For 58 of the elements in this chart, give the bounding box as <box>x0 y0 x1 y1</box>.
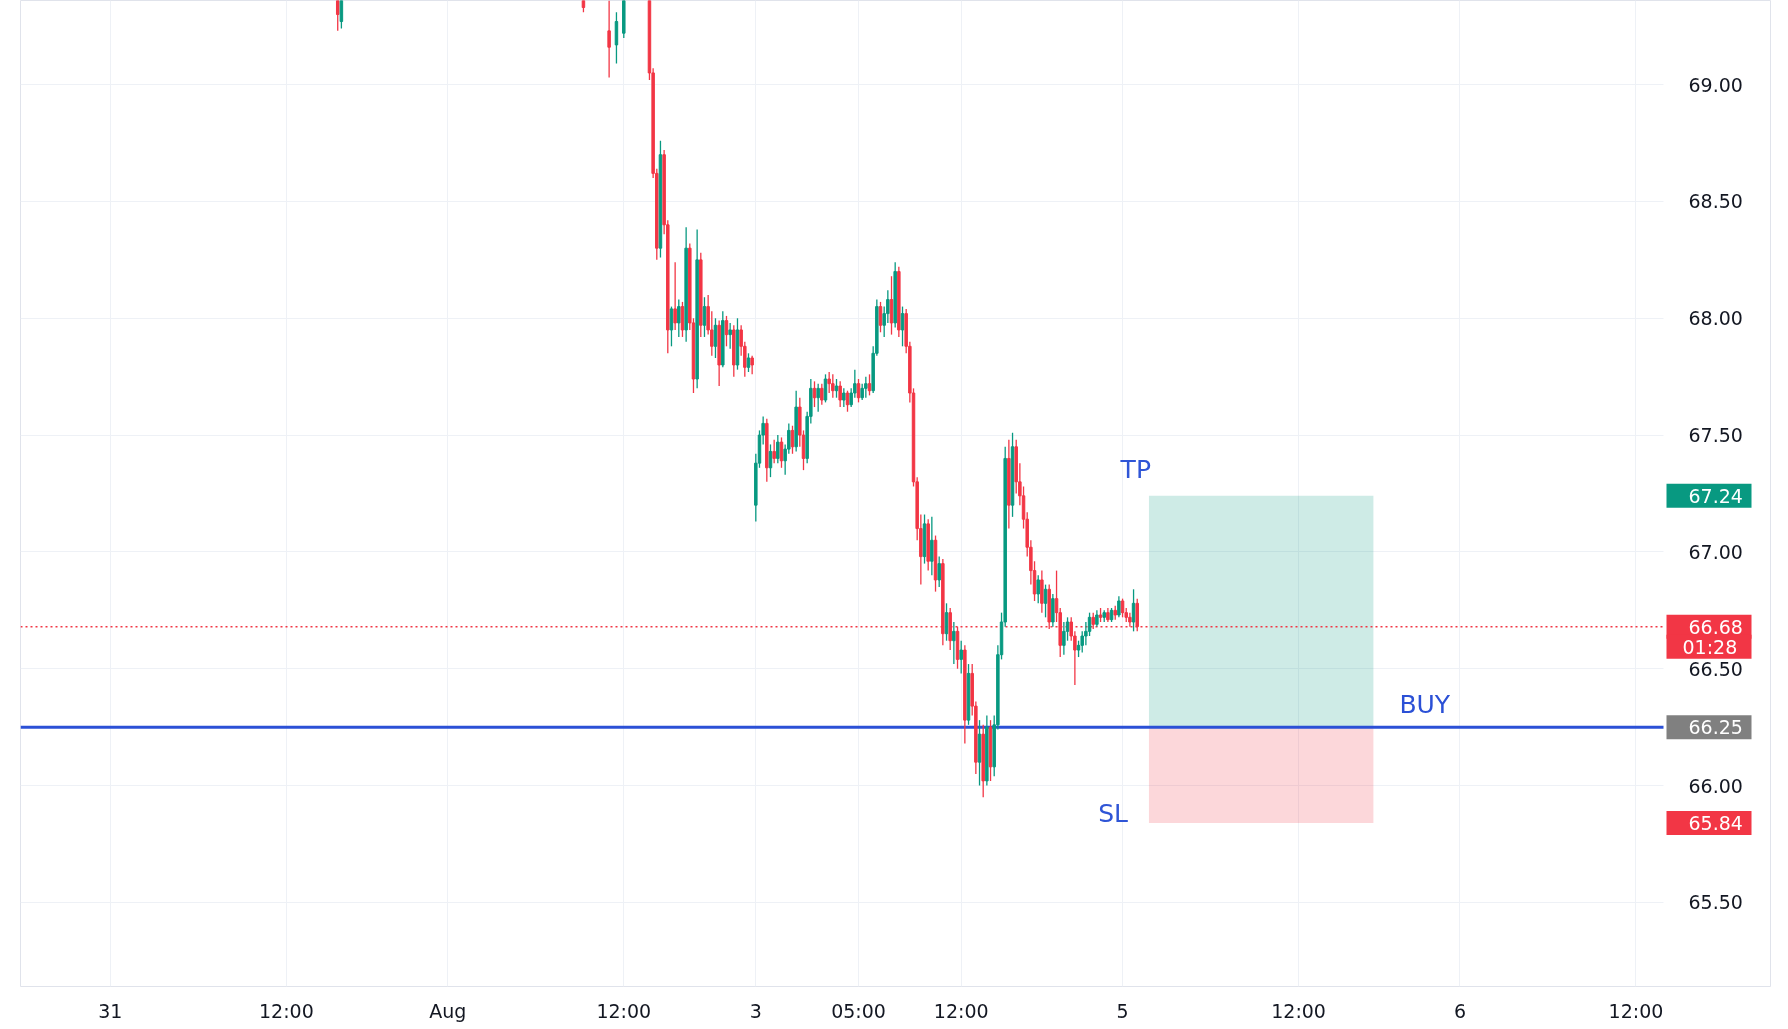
candlestick <box>838 380 842 408</box>
candlestick <box>673 261 677 331</box>
candlestick <box>677 298 681 338</box>
y-tick-label: 65.84 <box>1688 811 1743 834</box>
y-tick-label: 69.00 <box>1688 73 1743 96</box>
candlestick <box>831 373 835 399</box>
candlestick <box>937 555 941 588</box>
candlestick <box>750 355 754 375</box>
candlestick <box>834 378 839 399</box>
candlestick <box>952 621 956 665</box>
candlestick <box>1135 597 1139 632</box>
x-tick-label: 12:00 <box>259 999 314 1022</box>
x-tick-label: 12:00 <box>933 999 989 1022</box>
candlestick <box>827 371 831 394</box>
candlestick <box>607 0 611 79</box>
x-tick-label: 12:00 <box>1608 999 1664 1022</box>
candlestick <box>1036 574 1040 604</box>
text: 01:28 <box>1682 635 1738 658</box>
y-tick-label: 67.24 <box>1688 484 1743 507</box>
y-tick-label: 66.00 <box>1688 774 1743 797</box>
x-tick-label: 6 <box>1453 999 1467 1022</box>
candlestick <box>772 439 776 464</box>
candlestick <box>823 373 828 404</box>
y-tick-label: 68.00 <box>1688 307 1743 330</box>
x-tick-label: 12:00 <box>1271 999 1326 1022</box>
candlestick <box>816 383 820 413</box>
candlestick <box>776 434 780 464</box>
candlestick <box>930 516 934 576</box>
candlestick <box>900 305 905 347</box>
y-tick-label: 67.50 <box>1688 424 1743 447</box>
y-tick-label: 66.50 <box>1688 657 1743 680</box>
y-tick-label: 68.50 <box>1688 190 1743 213</box>
candlestick <box>728 322 732 350</box>
candlestick <box>669 305 674 347</box>
candlestick <box>820 383 824 406</box>
y-tick-label: 65.50 <box>1688 891 1743 914</box>
candlestick <box>845 390 850 413</box>
x-tick-label: 05:00 <box>831 999 886 1022</box>
band-label: SL <box>1098 799 1129 829</box>
candlestick <box>1051 593 1055 628</box>
candlestick <box>1040 569 1044 614</box>
band-label: TP <box>1119 454 1151 484</box>
candlestick <box>959 640 963 675</box>
candlestick <box>1120 597 1125 618</box>
candlestick <box>1117 595 1121 618</box>
x-tick-label: 5 <box>1116 999 1129 1022</box>
y-tick-label: 66.68 <box>1688 615 1743 638</box>
y-tick-label: 67.00 <box>1688 540 1743 563</box>
candlestick <box>1062 621 1066 656</box>
candlestick <box>335 0 340 32</box>
ref-line-label: BUY <box>1399 690 1451 720</box>
x-tick-label: 31 <box>98 999 123 1022</box>
candlestick <box>842 387 846 408</box>
candlestick <box>864 376 868 399</box>
x-tick-label: 12:00 <box>596 999 652 1022</box>
x-tick-label: 3 <box>749 999 762 1022</box>
x-tick-label: Aug <box>429 999 467 1022</box>
y-tick-label: 66.25 <box>1688 716 1743 739</box>
